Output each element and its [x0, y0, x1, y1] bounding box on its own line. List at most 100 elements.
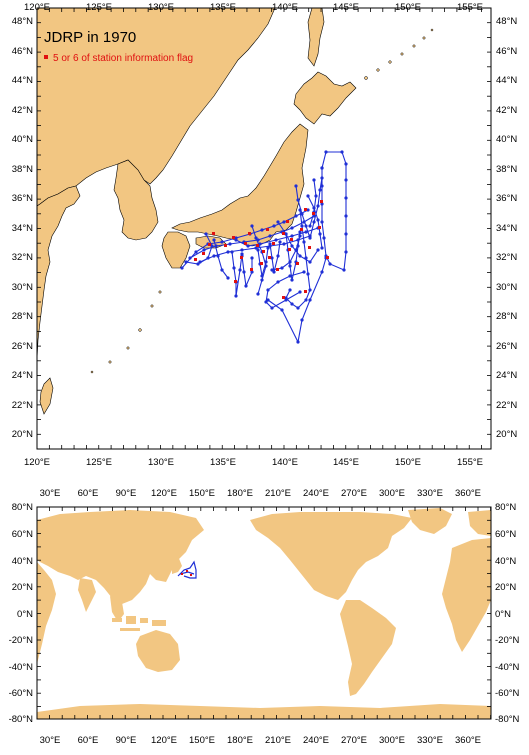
japan-region-map: JDRP in 1970 5 or 6 of station informati… — [12, 2, 518, 468]
station-dot — [264, 260, 268, 264]
indonesia — [112, 616, 166, 631]
station-dot — [300, 212, 304, 216]
station-dot — [318, 188, 322, 192]
station-dot — [232, 266, 236, 270]
top-lat-labels-left: 20°N 22°N 24°N 26°N 28°N 30°N 32°N 34°N … — [12, 16, 33, 440]
lat-label: 26°N — [12, 341, 33, 352]
lon-label: 140°E — [272, 457, 298, 468]
lat-label: 30°N — [496, 282, 517, 293]
hokkaido — [293, 71, 357, 125]
station-dot — [282, 220, 286, 224]
station-dot — [316, 218, 320, 222]
lat-label: 24°N — [496, 370, 517, 381]
lon-label: 125°E — [86, 2, 112, 13]
station-dot — [320, 202, 324, 206]
station-dot — [304, 230, 308, 234]
station-dot — [312, 220, 316, 224]
station-dot — [244, 284, 248, 288]
station-dot — [308, 224, 312, 228]
station-dot — [296, 198, 300, 202]
world-map-ticks — [36, 506, 492, 719]
station-dot — [284, 298, 288, 302]
station-dot — [276, 220, 280, 224]
world-lon-labels-top: 30°E 60°E 90°E 120°E 150°E 180°E 210°E 2… — [40, 488, 481, 499]
station-dot — [344, 214, 348, 218]
station-dot — [264, 264, 268, 268]
flagged-stations — [194, 200, 329, 299]
lon-label: 90°E — [116, 735, 137, 746]
station-dot — [210, 244, 214, 248]
world-lat-labels-right: 80°N 60°N 40°N 20°N 0°N -20°N -40°N -60°… — [495, 502, 520, 725]
station-dot — [276, 280, 280, 284]
station-dot — [290, 226, 294, 230]
lon-label: 130°E — [148, 457, 174, 468]
station-dot — [302, 270, 306, 274]
lat-label: 26°N — [496, 341, 517, 352]
station-dot — [316, 248, 320, 252]
station-dot — [270, 306, 274, 310]
station-dot — [260, 274, 264, 278]
lat-label: -40°N — [9, 662, 34, 673]
station-dot — [296, 244, 300, 248]
station-dot — [274, 238, 278, 242]
north-america — [250, 512, 412, 600]
station-dot — [344, 196, 348, 200]
lat-label: 80°N — [12, 502, 33, 513]
station-dot — [304, 298, 308, 302]
station-dot — [298, 208, 302, 212]
station-dot — [270, 268, 274, 272]
lon-label: 210°E — [265, 488, 291, 499]
station-dot — [294, 214, 298, 218]
station-dot — [328, 262, 332, 266]
station-dot — [228, 242, 232, 246]
lat-label: 28°N — [12, 311, 33, 322]
station-dot — [250, 224, 254, 228]
station-dot — [298, 230, 302, 234]
south-america — [340, 600, 396, 696]
europe-africa-right — [442, 538, 491, 652]
station-dot — [270, 256, 274, 260]
lat-label: -80°N — [9, 714, 34, 725]
station-dot — [280, 266, 284, 270]
station-dot — [284, 232, 288, 236]
lon-label: 30°E — [40, 488, 61, 499]
lon-label: 240°E — [303, 488, 329, 499]
station-dot — [316, 204, 320, 208]
lat-label: -20°N — [495, 635, 520, 646]
lon-label: 125°E — [86, 457, 112, 468]
station-dot — [272, 270, 276, 274]
lat-label: 34°N — [496, 223, 517, 234]
station-dot — [298, 234, 302, 238]
korea-peninsula — [113, 159, 159, 241]
india — [78, 578, 96, 612]
lon-label: 330°E — [417, 735, 443, 746]
lat-label: 32°N — [496, 252, 517, 263]
lat-label: 22°N — [496, 400, 517, 411]
taiwan — [39, 377, 54, 415]
station-dot — [220, 240, 224, 244]
station-dot — [296, 340, 300, 344]
station-dot — [226, 276, 230, 280]
station-dot — [312, 206, 316, 210]
station-dot — [220, 268, 224, 272]
station-dot — [272, 224, 276, 228]
station-dot — [290, 302, 294, 306]
lon-label: 30°E — [40, 735, 61, 746]
station-dot — [184, 260, 188, 264]
lon-label: 135°E — [210, 2, 236, 13]
station-dot — [264, 300, 268, 304]
lat-label: 80°N — [495, 502, 516, 513]
station-dot — [196, 262, 200, 266]
station-dot — [240, 248, 244, 252]
station-dot — [202, 248, 206, 252]
station-dot — [322, 236, 326, 240]
lon-label: 155°E — [457, 2, 483, 13]
station-dot — [294, 248, 298, 252]
lat-label: 32°N — [12, 252, 33, 263]
eurasia — [37, 510, 204, 604]
lat-label: 24°N — [12, 370, 33, 381]
lat-label: 30°N — [12, 282, 33, 293]
station-dot — [288, 264, 292, 268]
station-dot — [294, 184, 298, 188]
station-dot — [296, 306, 300, 310]
